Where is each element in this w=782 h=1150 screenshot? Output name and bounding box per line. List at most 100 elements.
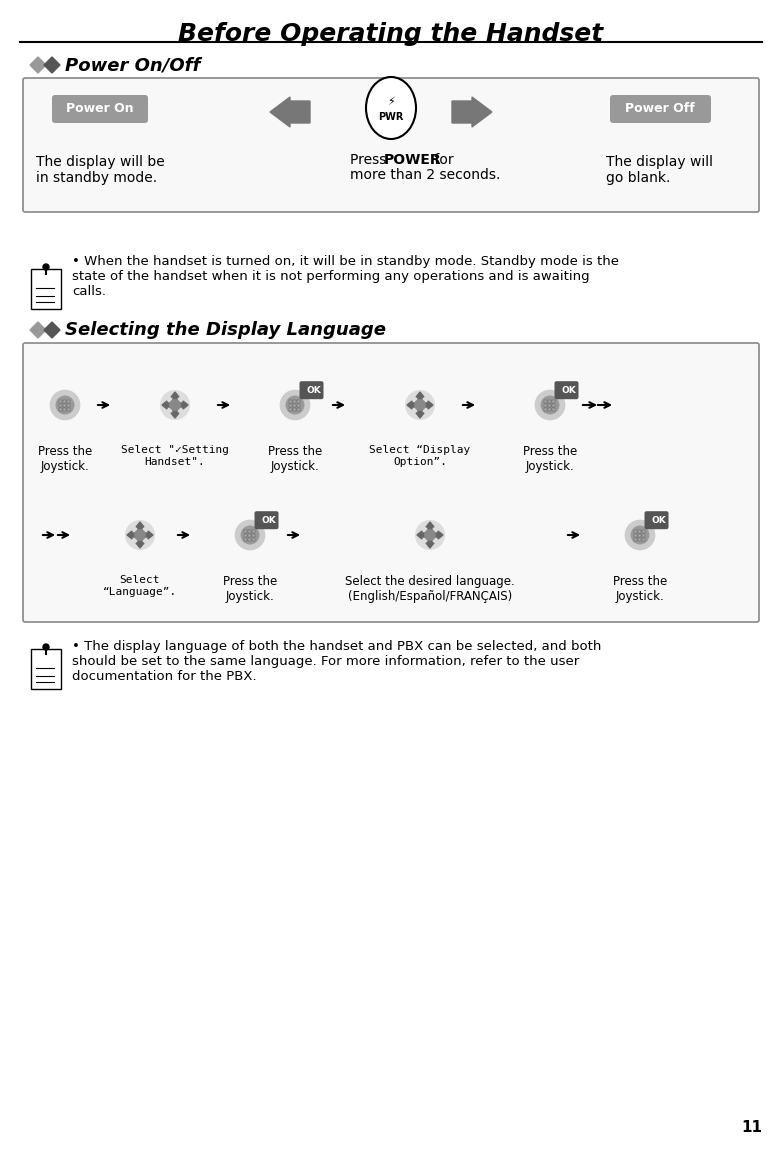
FancyBboxPatch shape <box>610 95 711 123</box>
Polygon shape <box>30 58 46 72</box>
Text: The display will
go blank.: The display will go blank. <box>607 155 713 185</box>
FancyBboxPatch shape <box>289 399 292 402</box>
FancyBboxPatch shape <box>638 529 641 532</box>
FancyBboxPatch shape <box>544 404 547 406</box>
Circle shape <box>160 391 189 420</box>
FancyBboxPatch shape <box>293 404 296 406</box>
Text: Power On/Off: Power On/Off <box>65 56 200 74</box>
FancyArrow shape <box>452 97 492 126</box>
Text: ⚡: ⚡ <box>387 97 395 107</box>
FancyBboxPatch shape <box>638 537 641 540</box>
FancyBboxPatch shape <box>644 512 669 529</box>
Circle shape <box>406 391 434 420</box>
FancyBboxPatch shape <box>553 404 555 406</box>
Circle shape <box>416 521 444 550</box>
Circle shape <box>281 391 310 420</box>
Polygon shape <box>30 322 46 338</box>
Text: Select “Display
Option”.: Select “Display Option”. <box>369 445 471 467</box>
Text: Press the
Joystick.: Press the Joystick. <box>223 575 277 603</box>
FancyBboxPatch shape <box>249 529 252 532</box>
FancyArrow shape <box>270 97 310 126</box>
FancyBboxPatch shape <box>52 95 148 123</box>
FancyBboxPatch shape <box>544 407 547 411</box>
Text: Select
“Language”.: Select “Language”. <box>103 575 178 597</box>
FancyArrow shape <box>162 401 175 409</box>
FancyBboxPatch shape <box>63 407 66 411</box>
FancyArrow shape <box>175 401 188 409</box>
FancyBboxPatch shape <box>59 407 63 411</box>
FancyArrow shape <box>430 531 443 539</box>
FancyBboxPatch shape <box>548 407 551 411</box>
Text: Press the: Press the <box>38 445 92 473</box>
FancyBboxPatch shape <box>254 512 278 529</box>
FancyBboxPatch shape <box>634 534 637 537</box>
FancyBboxPatch shape <box>293 407 296 411</box>
FancyBboxPatch shape <box>249 534 252 537</box>
Text: Press the
Joystick.: Press the Joystick. <box>523 445 577 473</box>
FancyBboxPatch shape <box>23 343 759 622</box>
Circle shape <box>541 396 559 414</box>
Text: for: for <box>430 153 454 167</box>
Circle shape <box>56 396 74 414</box>
FancyBboxPatch shape <box>245 534 247 537</box>
FancyBboxPatch shape <box>63 404 66 406</box>
Text: 11: 11 <box>741 1120 762 1135</box>
FancyBboxPatch shape <box>544 399 547 402</box>
Text: OK: OK <box>307 385 321 394</box>
FancyArrow shape <box>171 405 179 417</box>
Circle shape <box>135 530 145 540</box>
FancyArrow shape <box>171 392 179 405</box>
Circle shape <box>286 396 304 414</box>
FancyBboxPatch shape <box>23 78 759 212</box>
Circle shape <box>241 526 259 544</box>
Circle shape <box>170 400 180 411</box>
FancyBboxPatch shape <box>289 404 292 406</box>
Text: Power On: Power On <box>66 102 134 115</box>
FancyArrow shape <box>136 522 144 535</box>
Text: OK: OK <box>651 515 666 524</box>
FancyArrow shape <box>416 392 424 405</box>
FancyBboxPatch shape <box>297 404 300 406</box>
FancyArrow shape <box>417 531 430 539</box>
FancyBboxPatch shape <box>31 649 61 689</box>
FancyBboxPatch shape <box>67 407 70 411</box>
Text: Selecting the Display Language: Selecting the Display Language <box>65 321 386 339</box>
FancyBboxPatch shape <box>245 529 247 532</box>
FancyBboxPatch shape <box>297 399 300 402</box>
FancyBboxPatch shape <box>553 399 555 402</box>
FancyBboxPatch shape <box>31 269 61 309</box>
FancyBboxPatch shape <box>63 399 66 402</box>
Text: more than 2 seconds.: more than 2 seconds. <box>350 168 500 182</box>
FancyArrow shape <box>136 535 144 549</box>
FancyBboxPatch shape <box>67 404 70 406</box>
FancyBboxPatch shape <box>293 399 296 402</box>
Text: Power Off: Power Off <box>625 102 695 115</box>
FancyBboxPatch shape <box>59 404 63 406</box>
Text: Press the
Joystick.: Press the Joystick. <box>268 445 322 473</box>
FancyBboxPatch shape <box>253 529 256 532</box>
Circle shape <box>536 391 565 420</box>
Text: Select "✓Setting
Handset".: Select "✓Setting Handset". <box>121 445 229 467</box>
FancyBboxPatch shape <box>643 534 645 537</box>
Polygon shape <box>44 322 60 338</box>
FancyBboxPatch shape <box>554 381 579 399</box>
FancyBboxPatch shape <box>300 381 324 399</box>
Circle shape <box>43 264 49 270</box>
Circle shape <box>631 526 649 544</box>
Text: Select the desired language.
(English/Español/FRANÇAIS): Select the desired language. (English/Es… <box>345 575 515 603</box>
FancyBboxPatch shape <box>638 534 641 537</box>
FancyBboxPatch shape <box>245 537 247 540</box>
FancyArrow shape <box>416 405 424 417</box>
Ellipse shape <box>366 77 416 139</box>
FancyBboxPatch shape <box>643 537 645 540</box>
FancyArrow shape <box>127 531 140 539</box>
FancyArrow shape <box>426 535 434 549</box>
Circle shape <box>43 644 49 650</box>
Text: OK: OK <box>561 385 576 394</box>
Text: Press the
Joystick.: Press the Joystick. <box>613 575 667 603</box>
Text: • When the handset is turned on, it will be in standby mode. Standby mode is the: • When the handset is turned on, it will… <box>72 255 619 298</box>
FancyArrow shape <box>420 401 433 409</box>
FancyBboxPatch shape <box>59 399 63 402</box>
Text: • The display language of both the handset and PBX can be selected, and both
sho: • The display language of both the hands… <box>72 641 601 683</box>
Text: Press the
Joystick.: Press the Joystick. <box>38 445 92 473</box>
